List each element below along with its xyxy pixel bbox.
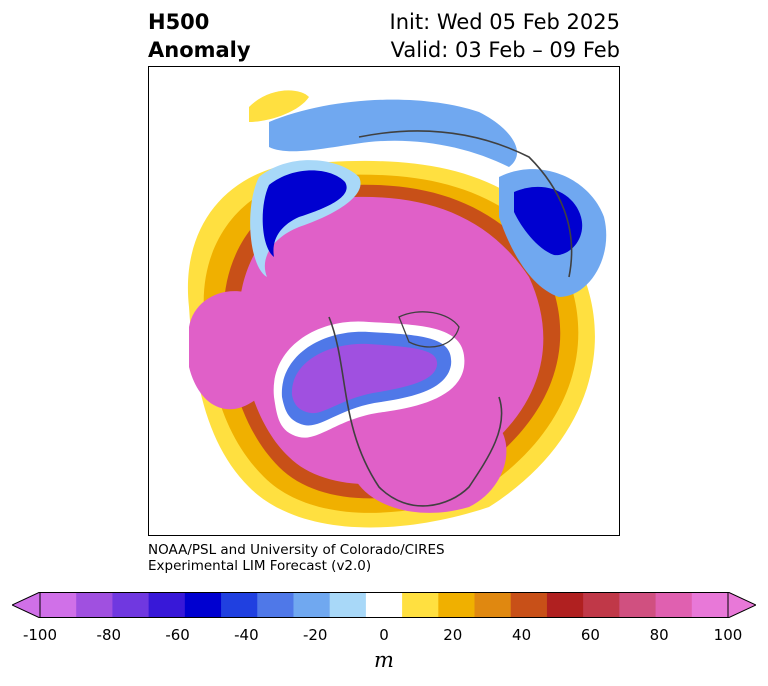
colorbar-tick-label: -40 (234, 626, 259, 644)
colorbar-segment (257, 592, 294, 618)
colorbar-ticks: -100 -80 -60 -40 -20 0 20 40 60 80 100 (0, 626, 768, 646)
colorbar-segment (655, 592, 693, 618)
title-variable: H500 (148, 10, 210, 34)
positive-ridge-north-pacific (189, 291, 282, 410)
colorbar-segment (221, 592, 258, 618)
colorbar-segment (76, 592, 113, 618)
colorbar-tick-label: 60 (580, 626, 600, 644)
colorbar-segment (148, 592, 186, 618)
coastline-eurasia (358, 130, 573, 278)
valid-range: Valid: 03 Feb – 09 Feb (390, 38, 620, 62)
colorbar-segment (329, 592, 367, 618)
colorbar-tick-label: 100 (713, 626, 743, 644)
colorbar-segment (365, 592, 403, 618)
credit-text: NOAA/PSL and University of Colorado/CIRE… (148, 542, 445, 574)
colorbar-segment (583, 592, 620, 618)
colorbar-border (39, 592, 729, 618)
colorbar-tick-label: -100 (22, 626, 58, 644)
negative-trough-arctic-canada-core (291, 343, 438, 414)
positive-ridge-north-america (343, 406, 507, 513)
negative-band-arctic (269, 99, 518, 167)
coastline-greenland (398, 311, 460, 348)
colorbar-segment (619, 592, 657, 618)
title-left: H500 Anomaly (148, 8, 251, 64)
anomaly-map (187, 90, 607, 528)
credit-line-1: NOAA/PSL and University of Colorado/CIRE… (148, 542, 445, 558)
colorbar-segment (184, 592, 222, 618)
colorbar-extend-min (12, 592, 41, 618)
colorbar-tick-label: 20 (443, 626, 463, 644)
colorbar-segment (40, 592, 77, 618)
colorbar-tick-label: -80 (96, 626, 122, 644)
map-panel (148, 66, 620, 536)
colorbar-tick-label: -60 (165, 626, 190, 644)
colorbar-unit: m (374, 648, 394, 672)
colorbar-segment (691, 592, 729, 618)
colorbar-segment (293, 592, 331, 618)
negative-trough-siberia-core (262, 170, 347, 257)
coastline-north-america (328, 316, 503, 507)
init-date: Init: Wed 05 Feb 2025 (389, 10, 620, 34)
colorbar-extend-max (727, 592, 756, 618)
colorbar-segment (112, 592, 150, 618)
colorbar-segment (438, 592, 476, 618)
colorbar-segment (546, 592, 584, 618)
colorbar-tick-label: 40 (512, 626, 532, 644)
colorbar-segment (510, 592, 548, 618)
positive-lobe-north (249, 90, 309, 122)
colorbar-segment (402, 592, 439, 618)
negative-trough-europe-core (514, 186, 583, 256)
colorbar-segment (474, 592, 512, 618)
credit-line-2: Experimental LIM Forecast (v2.0) (148, 558, 372, 574)
colorbar (12, 592, 756, 618)
title-right: Init: Wed 05 Feb 2025 Valid: 03 Feb – 09… (390, 8, 620, 64)
title-anomaly: Anomaly (148, 38, 251, 62)
colorbar-tick-label: -20 (302, 626, 328, 644)
colorbar-tick-label: 0 (379, 626, 389, 644)
colorbar-tick-label: 80 (649, 626, 669, 644)
